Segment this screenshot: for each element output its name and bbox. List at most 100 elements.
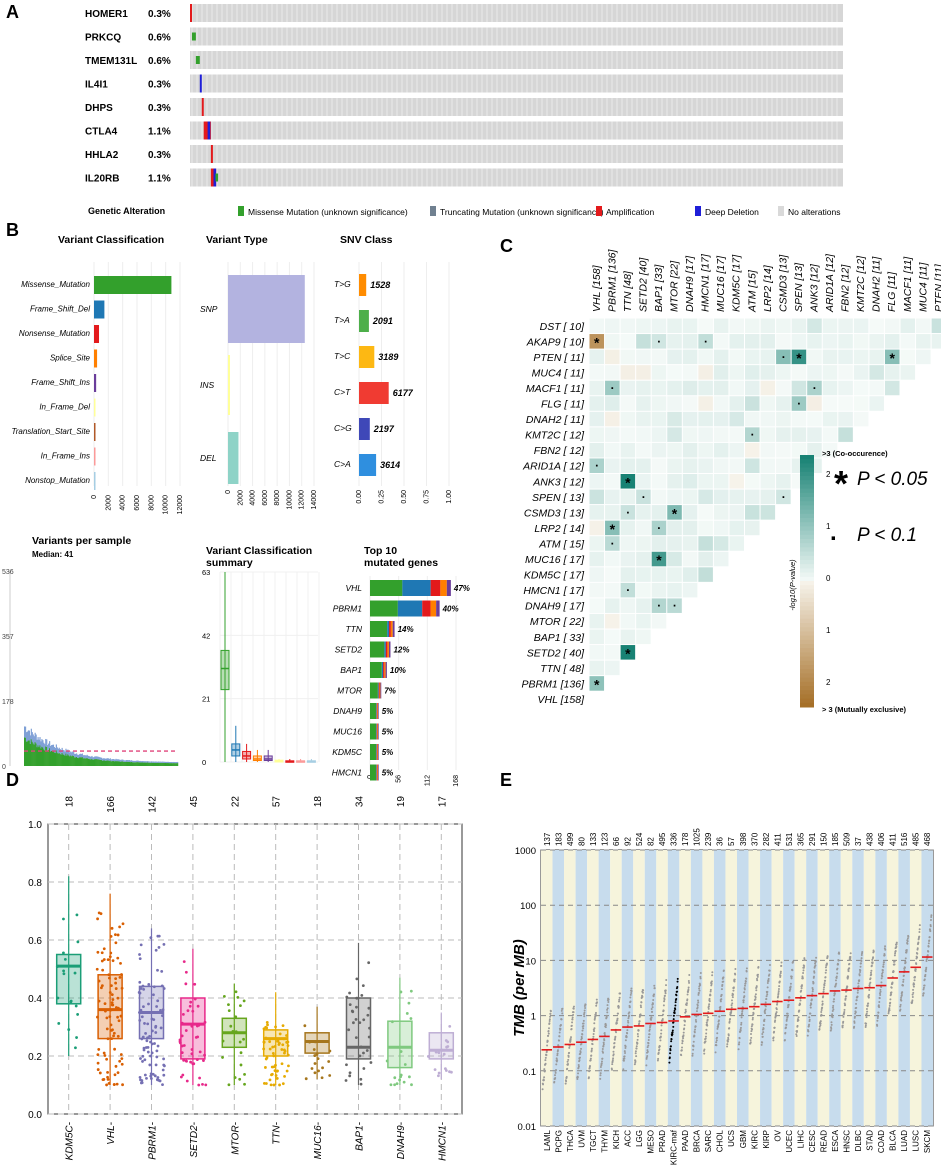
tmb-sample-point [628, 1014, 631, 1017]
heatmap-cell [745, 396, 760, 411]
tmb-sample-point [907, 935, 910, 938]
legend-label-no_alteration: No alterations [788, 207, 840, 217]
tmb-sample-point [860, 953, 863, 956]
top10-bar-segment [379, 682, 381, 699]
heatmap-cell [667, 334, 682, 349]
boxplot-point [239, 1004, 242, 1008]
vps-sample-bar [104, 760, 107, 766]
boxplot-point [327, 1060, 331, 1063]
tmb-sample-point [865, 1022, 868, 1025]
top10-bar-segment [370, 764, 377, 781]
boxplot-point [229, 1024, 233, 1028]
boxplot-point [103, 1002, 107, 1005]
tmb-sample-point [577, 1065, 580, 1068]
tmb-sample-point [618, 1000, 621, 1003]
boxplot-point [359, 1045, 363, 1049]
vps-sample-bar [77, 758, 80, 766]
snv-category-label: T>C [334, 351, 351, 361]
tmb-sample-point [787, 1005, 790, 1008]
heatmap-cell [667, 349, 682, 365]
boxplot-point [156, 934, 160, 938]
tmb-sample-point [899, 1005, 902, 1008]
tmb-sample-point [627, 1017, 630, 1020]
tmb-sample-point [544, 1056, 547, 1059]
tmb-sample-point [869, 977, 872, 980]
vps-sample-bar [38, 747, 40, 766]
vc-category-label: Missense_Mutation [21, 280, 90, 289]
vps-sample-bar-top [25, 732, 28, 742]
tmb-sample-point [796, 1030, 799, 1033]
vps-sample-bar-top [134, 760, 136, 763]
tmb-sample-point [923, 978, 926, 981]
heatmap-cell [667, 442, 682, 458]
tmb-sample-point [659, 1039, 662, 1042]
tmb-sample-point [708, 1000, 711, 1003]
vps-sample-bar [117, 761, 119, 766]
heatmap-cell [636, 411, 651, 427]
boxplot-point [313, 1062, 317, 1065]
vcs-title: Variant Classification [206, 545, 312, 557]
boxplot-point [273, 1069, 277, 1073]
tmb-sample-point [880, 977, 883, 980]
vcs-box [263, 755, 273, 761]
tmb-sample-point [665, 984, 668, 987]
boxplot-point [352, 1021, 355, 1025]
tmb-sample-point [680, 1054, 683, 1057]
boxplot-box [428, 1032, 455, 1060]
vps-sample-bar [86, 757, 88, 766]
tmb-cohort-band [909, 850, 922, 1126]
colorbar-step [800, 669, 814, 674]
tmb-sample-point [751, 1023, 754, 1026]
boxplot-point [272, 1083, 276, 1087]
vps-sample-bar-top [99, 757, 101, 760]
boxplot-point [150, 1051, 154, 1055]
tmb-sample-point [676, 977, 679, 980]
tmb-cohort-label: KIRC-maf [670, 1129, 679, 1165]
vps-sample-bar [54, 753, 56, 766]
heatmap-cell [682, 380, 698, 396]
boxplot-point [356, 996, 360, 1000]
top10-bar-segment [376, 703, 378, 719]
tmb-y-tick-label: 0.01 [518, 1122, 537, 1133]
tmb-sample-point [730, 1009, 733, 1012]
heatmap-cell [760, 474, 776, 489]
colorbar-step [800, 627, 814, 632]
vps-sample-bar-top [50, 745, 53, 751]
top10-bar-segment [377, 764, 379, 781]
colorbar-step [800, 635, 814, 641]
heatmap-cell [745, 489, 760, 505]
heatmap-cell [682, 365, 698, 380]
boxplot-point [149, 1074, 153, 1078]
tmb-sample-point [803, 958, 806, 961]
heatmap-top-gene-label: DNAH2 [11] [871, 256, 883, 312]
boxplot-point [120, 973, 123, 976]
boxplot-point [184, 970, 188, 974]
heatmap-cell [620, 536, 636, 551]
boxplot-point [109, 934, 113, 938]
legend-label-truncating: Truncating Mutation (unknown significanc… [440, 207, 604, 217]
tmb-sample-point [623, 1050, 626, 1053]
boxplot-point [96, 1068, 100, 1071]
vps-sample-bar [107, 760, 109, 766]
tmb-sample-point [788, 996, 791, 999]
tmb-sample-point [549, 1015, 552, 1018]
tmb-sample-point [602, 1041, 605, 1044]
vps-sample-bar-top [137, 760, 139, 763]
heatmap-cell [838, 318, 853, 334]
tmb-sample-point [832, 1008, 835, 1011]
tmb-sample-point [699, 977, 702, 980]
tmb-sample-point [738, 1043, 741, 1046]
tmb-sample-point [567, 1062, 570, 1065]
tmb-sample-point [662, 1013, 665, 1016]
vps-sample-bar [113, 761, 115, 766]
tmb-sample-point [718, 1015, 721, 1018]
vps-sample-bar-top [24, 726, 26, 738]
heatmap-top-gene-label: PTEN [11] [933, 263, 941, 312]
vps-sample-bar-top [170, 761, 172, 764]
vps-sample-bar-top [81, 753, 83, 757]
boxplot-point [441, 1048, 444, 1052]
tmb-sample-point [848, 962, 851, 965]
tmb-sample-point [684, 1010, 687, 1013]
tmb-sample-point [867, 1002, 870, 1005]
heatmap-cell [667, 318, 682, 334]
